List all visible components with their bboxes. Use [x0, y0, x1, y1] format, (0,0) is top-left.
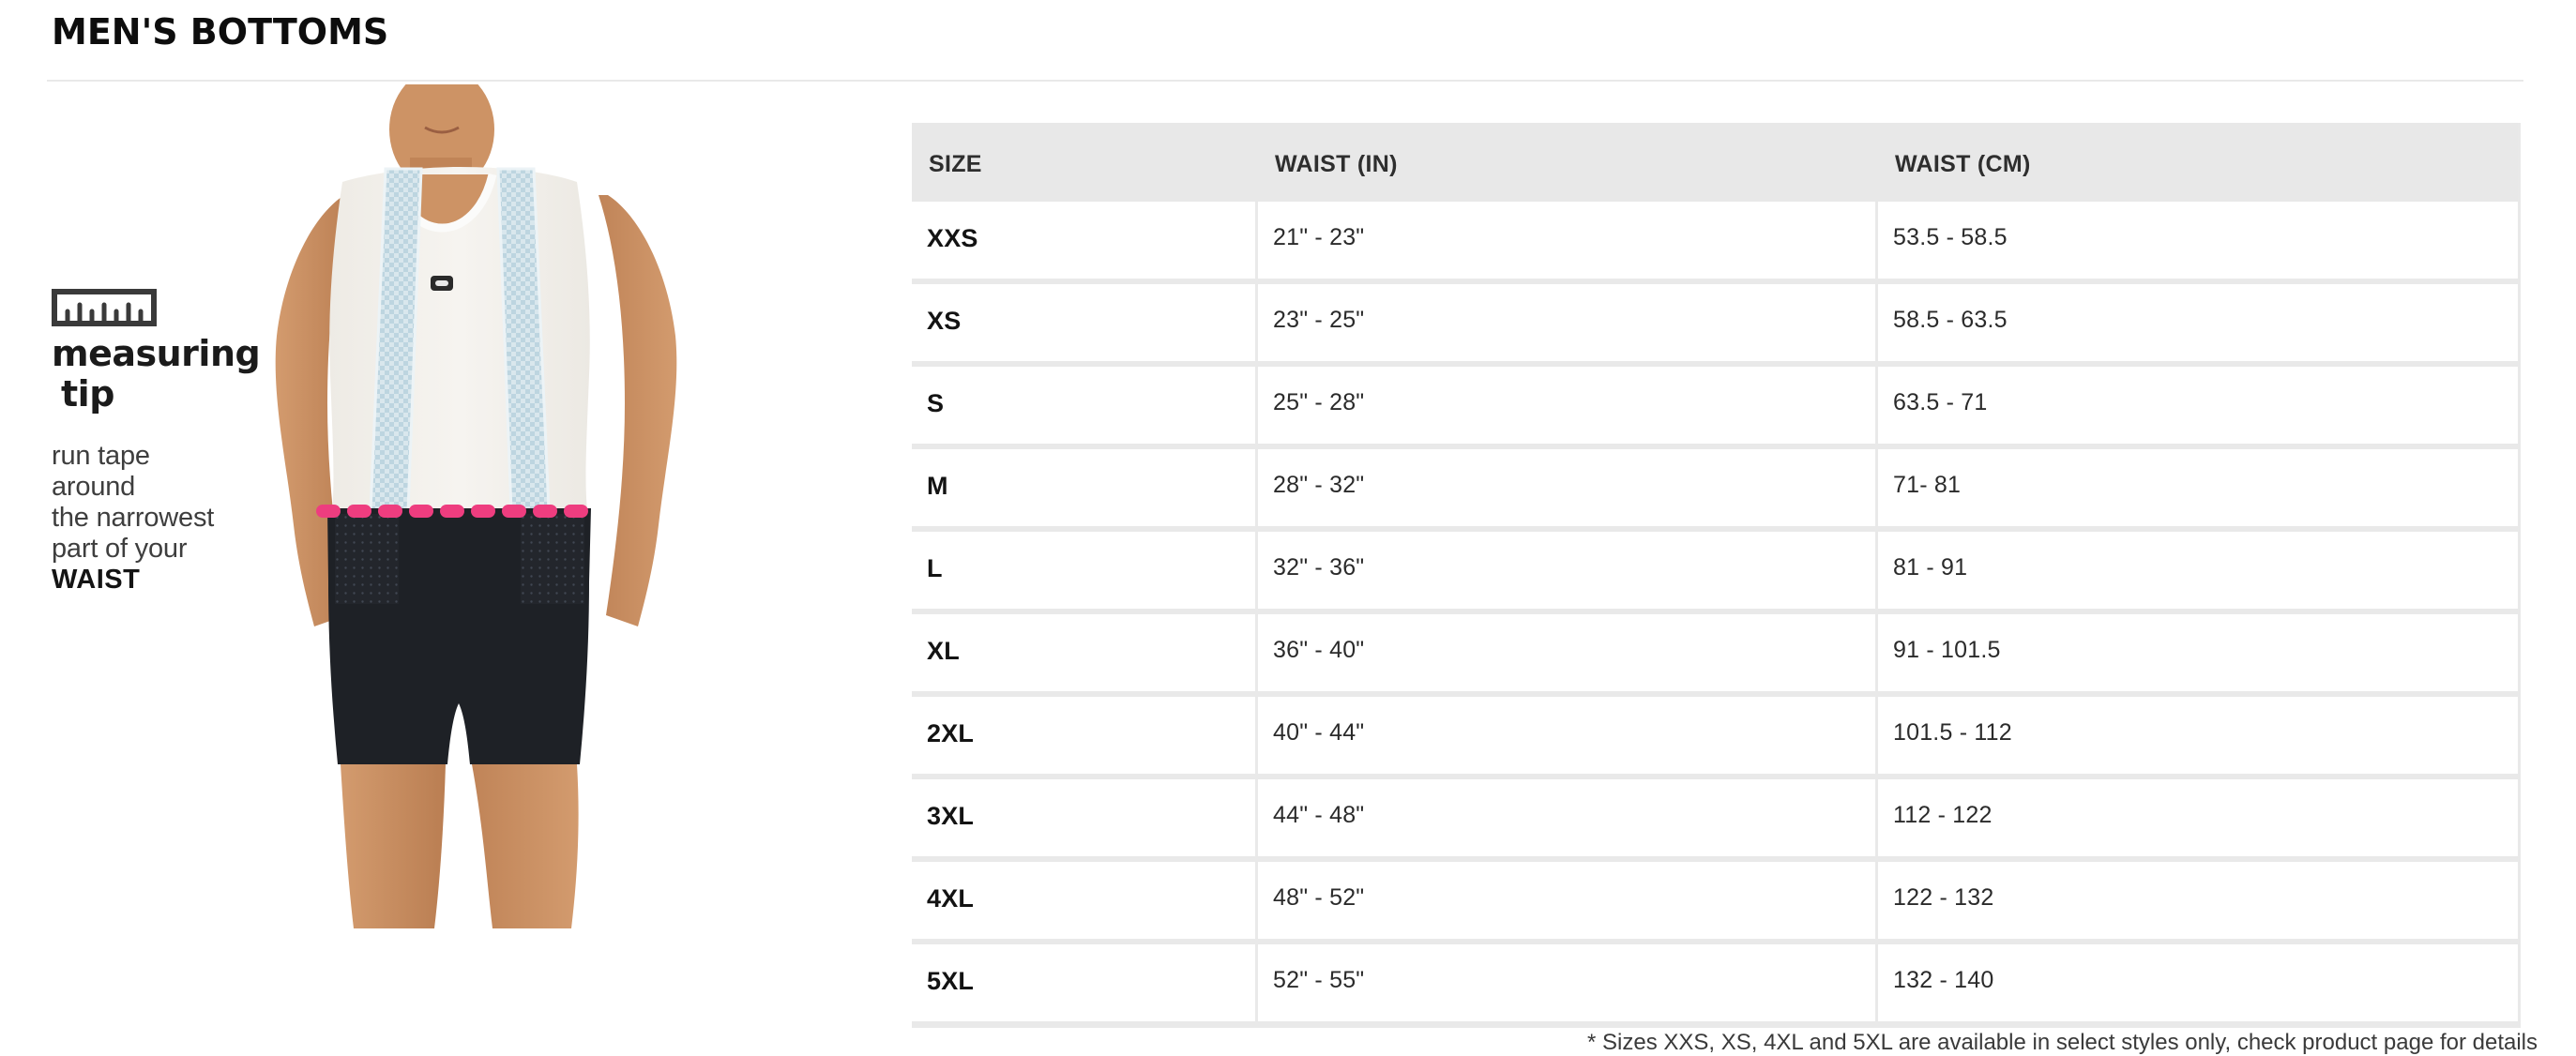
- size-chart-table: SIZE WAIST (IN) WAIST (CM) XXS 21" - 23"…: [912, 123, 2521, 1028]
- waist-in-cell: 23" - 25": [1258, 284, 1875, 361]
- table-row: XL 36" - 40" 91 - 101.5: [912, 614, 2518, 691]
- size-cell: M: [912, 449, 1255, 526]
- size-cell: S: [912, 367, 1255, 444]
- size-cell: 2XL: [912, 697, 1255, 774]
- table-row: M 28" - 32" 71- 81: [912, 449, 2518, 526]
- column-header-waist-in: WAIST (IN): [1275, 151, 1398, 177]
- size-cell: XL: [912, 614, 1255, 691]
- size-cell: XXS: [912, 202, 1255, 279]
- waist-cm-cell: 58.5 - 63.5: [1878, 284, 2518, 361]
- waist-in-cell: 28" - 32": [1258, 449, 1875, 526]
- waist-in-cell: 36" - 40": [1258, 614, 1875, 691]
- waist-cm-cell: 112 - 122: [1878, 779, 2518, 856]
- table-row: 3XL 44" - 48" 112 - 122: [912, 779, 2518, 856]
- waist-in-cell: 40" - 44": [1258, 697, 1875, 774]
- size-cell: 4XL: [912, 862, 1255, 939]
- waist-cm-cell: 101.5 - 112: [1878, 697, 2518, 774]
- waist-in-cell: 25" - 28": [1258, 367, 1875, 444]
- tip-line: around: [52, 472, 136, 502]
- title-divider: [47, 80, 2523, 82]
- table-row: 5XL 52" - 55" 132 - 140: [912, 944, 2518, 1021]
- tip-line: the narrowest: [52, 503, 215, 533]
- size-cell: 5XL: [912, 944, 1255, 1021]
- size-cell: XS: [912, 284, 1255, 361]
- column-header-size: SIZE: [929, 151, 982, 177]
- table-row: XS 23" - 25" 58.5 - 63.5: [912, 284, 2518, 361]
- measuring-tip-heading-tip: tip: [61, 373, 114, 415]
- tip-line: part of your: [52, 534, 188, 564]
- table-row: 2XL 40" - 44" 101.5 - 112: [912, 697, 2518, 774]
- waist-in-cell: 21" - 23": [1258, 202, 1875, 279]
- table-row: XXS 21" - 23" 53.5 - 58.5: [912, 202, 2518, 279]
- waist-cm-cell: 81 - 91: [1878, 532, 2518, 609]
- table-row: L 32" - 36" 81 - 91: [912, 532, 2518, 609]
- page-title: MEN'S BOTTOMS: [52, 11, 389, 53]
- waist-cm-cell: 53.5 - 58.5: [1878, 202, 2518, 279]
- ruler-icon: [52, 289, 157, 326]
- waist-cm-cell: 132 - 140: [1878, 944, 2518, 1021]
- measuring-tip-text: run tape around the narrowest part of yo…: [52, 441, 295, 596]
- waist-cm-cell: 63.5 - 71: [1878, 367, 2518, 444]
- column-header-waist-cm: WAIST (CM): [1895, 151, 2031, 177]
- table-footnote: * Sizes XXS, XS, 4XL and 5XL are availab…: [1587, 1030, 2538, 1055]
- model-legs: [341, 764, 446, 928]
- model-left-arm: [599, 195, 677, 626]
- size-cell: L: [912, 532, 1255, 609]
- table-header-row: SIZE WAIST (IN) WAIST (CM): [912, 123, 2518, 202]
- waist-in-cell: 48" - 52": [1258, 862, 1875, 939]
- waist-cm-cell: 122 - 132: [1878, 862, 2518, 939]
- waist-in-cell: 32" - 36": [1258, 532, 1875, 609]
- table-row: S 25" - 28" 63.5 - 71: [912, 367, 2518, 444]
- measuring-tip: measuring tip run tape around the narrow…: [52, 289, 295, 596]
- model-right-arm: [275, 195, 354, 626]
- size-cell: 3XL: [912, 779, 1255, 856]
- model-photo: [275, 84, 677, 928]
- waist-measure-dotted-line: [316, 505, 588, 518]
- tip-line-waist: WAIST: [52, 565, 141, 595]
- waist-cm-cell: 71- 81: [1878, 449, 2518, 526]
- tip-line: run tape: [52, 441, 150, 471]
- waist-in-cell: 44" - 48": [1258, 779, 1875, 856]
- waist-cm-cell: 91 - 101.5: [1878, 614, 2518, 691]
- table-row: 4XL 48" - 52" 122 - 132: [912, 862, 2518, 939]
- measuring-tip-heading: measuring: [52, 333, 261, 374]
- waist-in-cell: 52" - 55": [1258, 944, 1875, 1021]
